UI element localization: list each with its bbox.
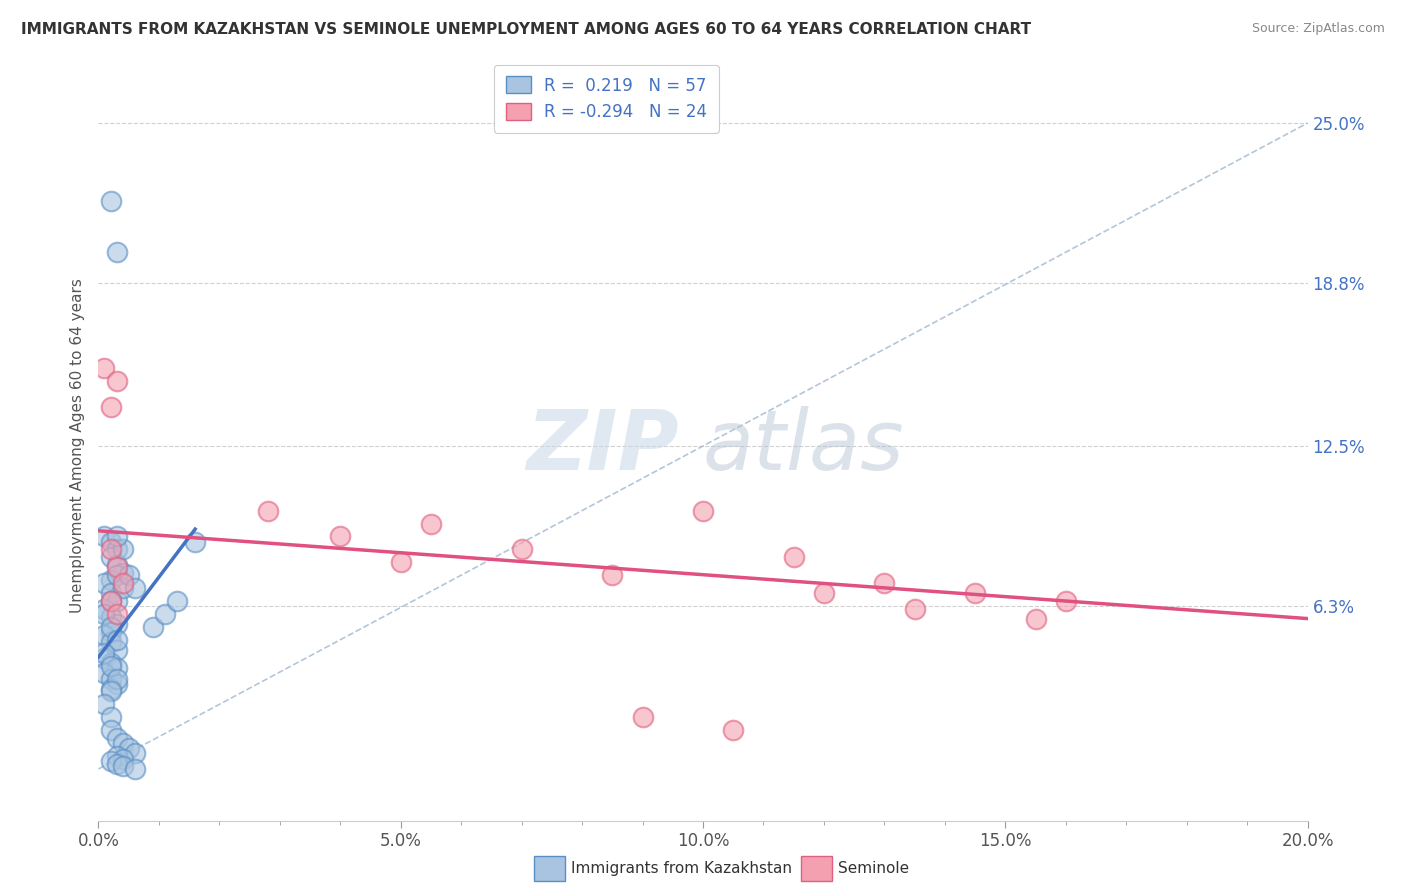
- Point: [105, 731, 128, 745]
- Text: atlas: atlas: [703, 406, 904, 486]
- Point: [100, 684, 122, 698]
- Point: [256, 503, 278, 517]
- Point: [93, 601, 115, 615]
- Point: [105, 245, 128, 260]
- Point: [100, 550, 122, 565]
- Point: [100, 723, 122, 738]
- Point: [100, 586, 122, 600]
- Point: [100, 681, 122, 696]
- Point: [100, 594, 122, 608]
- Point: [783, 550, 806, 565]
- Y-axis label: Unemployment Among Ages 60 to 64 years: Unemployment Among Ages 60 to 64 years: [69, 278, 84, 614]
- Point: [93, 646, 115, 660]
- Point: [105, 676, 128, 690]
- Point: [118, 741, 141, 756]
- Point: [100, 754, 122, 768]
- Point: [111, 759, 134, 773]
- Point: [723, 723, 745, 738]
- Point: [105, 558, 128, 572]
- Point: [111, 542, 134, 557]
- Point: [100, 542, 122, 557]
- Point: [100, 620, 122, 634]
- Point: [510, 542, 533, 557]
- Point: [166, 594, 188, 608]
- Point: [692, 503, 714, 517]
- Point: [965, 586, 987, 600]
- Point: [142, 620, 165, 634]
- Point: [631, 710, 654, 724]
- Point: [105, 632, 128, 647]
- Point: [105, 643, 128, 657]
- Point: [93, 576, 115, 591]
- Point: [389, 555, 412, 569]
- Point: [100, 656, 122, 670]
- Point: [329, 529, 352, 543]
- Point: [105, 568, 128, 582]
- Legend: R =  0.219   N = 57, R = -0.294   N = 24: R = 0.219 N = 57, R = -0.294 N = 24: [494, 65, 718, 133]
- Text: Source: ZipAtlas.com: Source: ZipAtlas.com: [1251, 22, 1385, 36]
- Point: [105, 607, 128, 621]
- Point: [124, 747, 146, 761]
- Point: [100, 658, 122, 673]
- Point: [100, 710, 122, 724]
- Point: [124, 762, 146, 776]
- Point: [93, 666, 115, 681]
- Point: [100, 194, 122, 208]
- Point: [1024, 612, 1046, 626]
- Point: [904, 601, 927, 615]
- Point: [124, 581, 146, 595]
- Point: [111, 576, 134, 591]
- Point: [602, 568, 624, 582]
- Point: [105, 617, 128, 632]
- Point: [93, 627, 115, 641]
- Point: [93, 651, 115, 665]
- Point: [111, 566, 134, 580]
- Point: [100, 672, 122, 686]
- Point: [93, 698, 115, 712]
- Point: [111, 581, 134, 595]
- Point: [420, 516, 443, 531]
- Point: [873, 576, 896, 591]
- Point: [111, 736, 134, 750]
- Point: [105, 375, 128, 389]
- Point: [118, 568, 141, 582]
- Point: [105, 672, 128, 686]
- Point: [100, 594, 122, 608]
- Point: [100, 635, 122, 649]
- Point: [184, 534, 207, 549]
- Point: [100, 574, 122, 588]
- Point: [93, 529, 115, 543]
- Point: [100, 609, 122, 624]
- Point: [93, 361, 115, 376]
- Point: [105, 594, 128, 608]
- Point: [100, 401, 122, 415]
- Text: ZIP: ZIP: [526, 406, 679, 486]
- Point: [100, 534, 122, 549]
- Text: IMMIGRANTS FROM KAZAKHSTAN VS SEMINOLE UNEMPLOYMENT AMONG AGES 60 TO 64 YEARS CO: IMMIGRANTS FROM KAZAKHSTAN VS SEMINOLE U…: [21, 22, 1031, 37]
- Text: Immigrants from Kazakhstan: Immigrants from Kazakhstan: [571, 862, 792, 876]
- Point: [105, 529, 128, 543]
- Point: [111, 751, 134, 765]
- Point: [105, 542, 128, 557]
- Text: Seminole: Seminole: [838, 862, 910, 876]
- Point: [105, 749, 128, 764]
- Point: [105, 560, 128, 574]
- Point: [1054, 594, 1077, 608]
- Point: [105, 661, 128, 675]
- Point: [813, 586, 835, 600]
- Point: [105, 756, 128, 771]
- Point: [153, 607, 176, 621]
- Point: [93, 607, 115, 621]
- Point: [100, 625, 122, 640]
